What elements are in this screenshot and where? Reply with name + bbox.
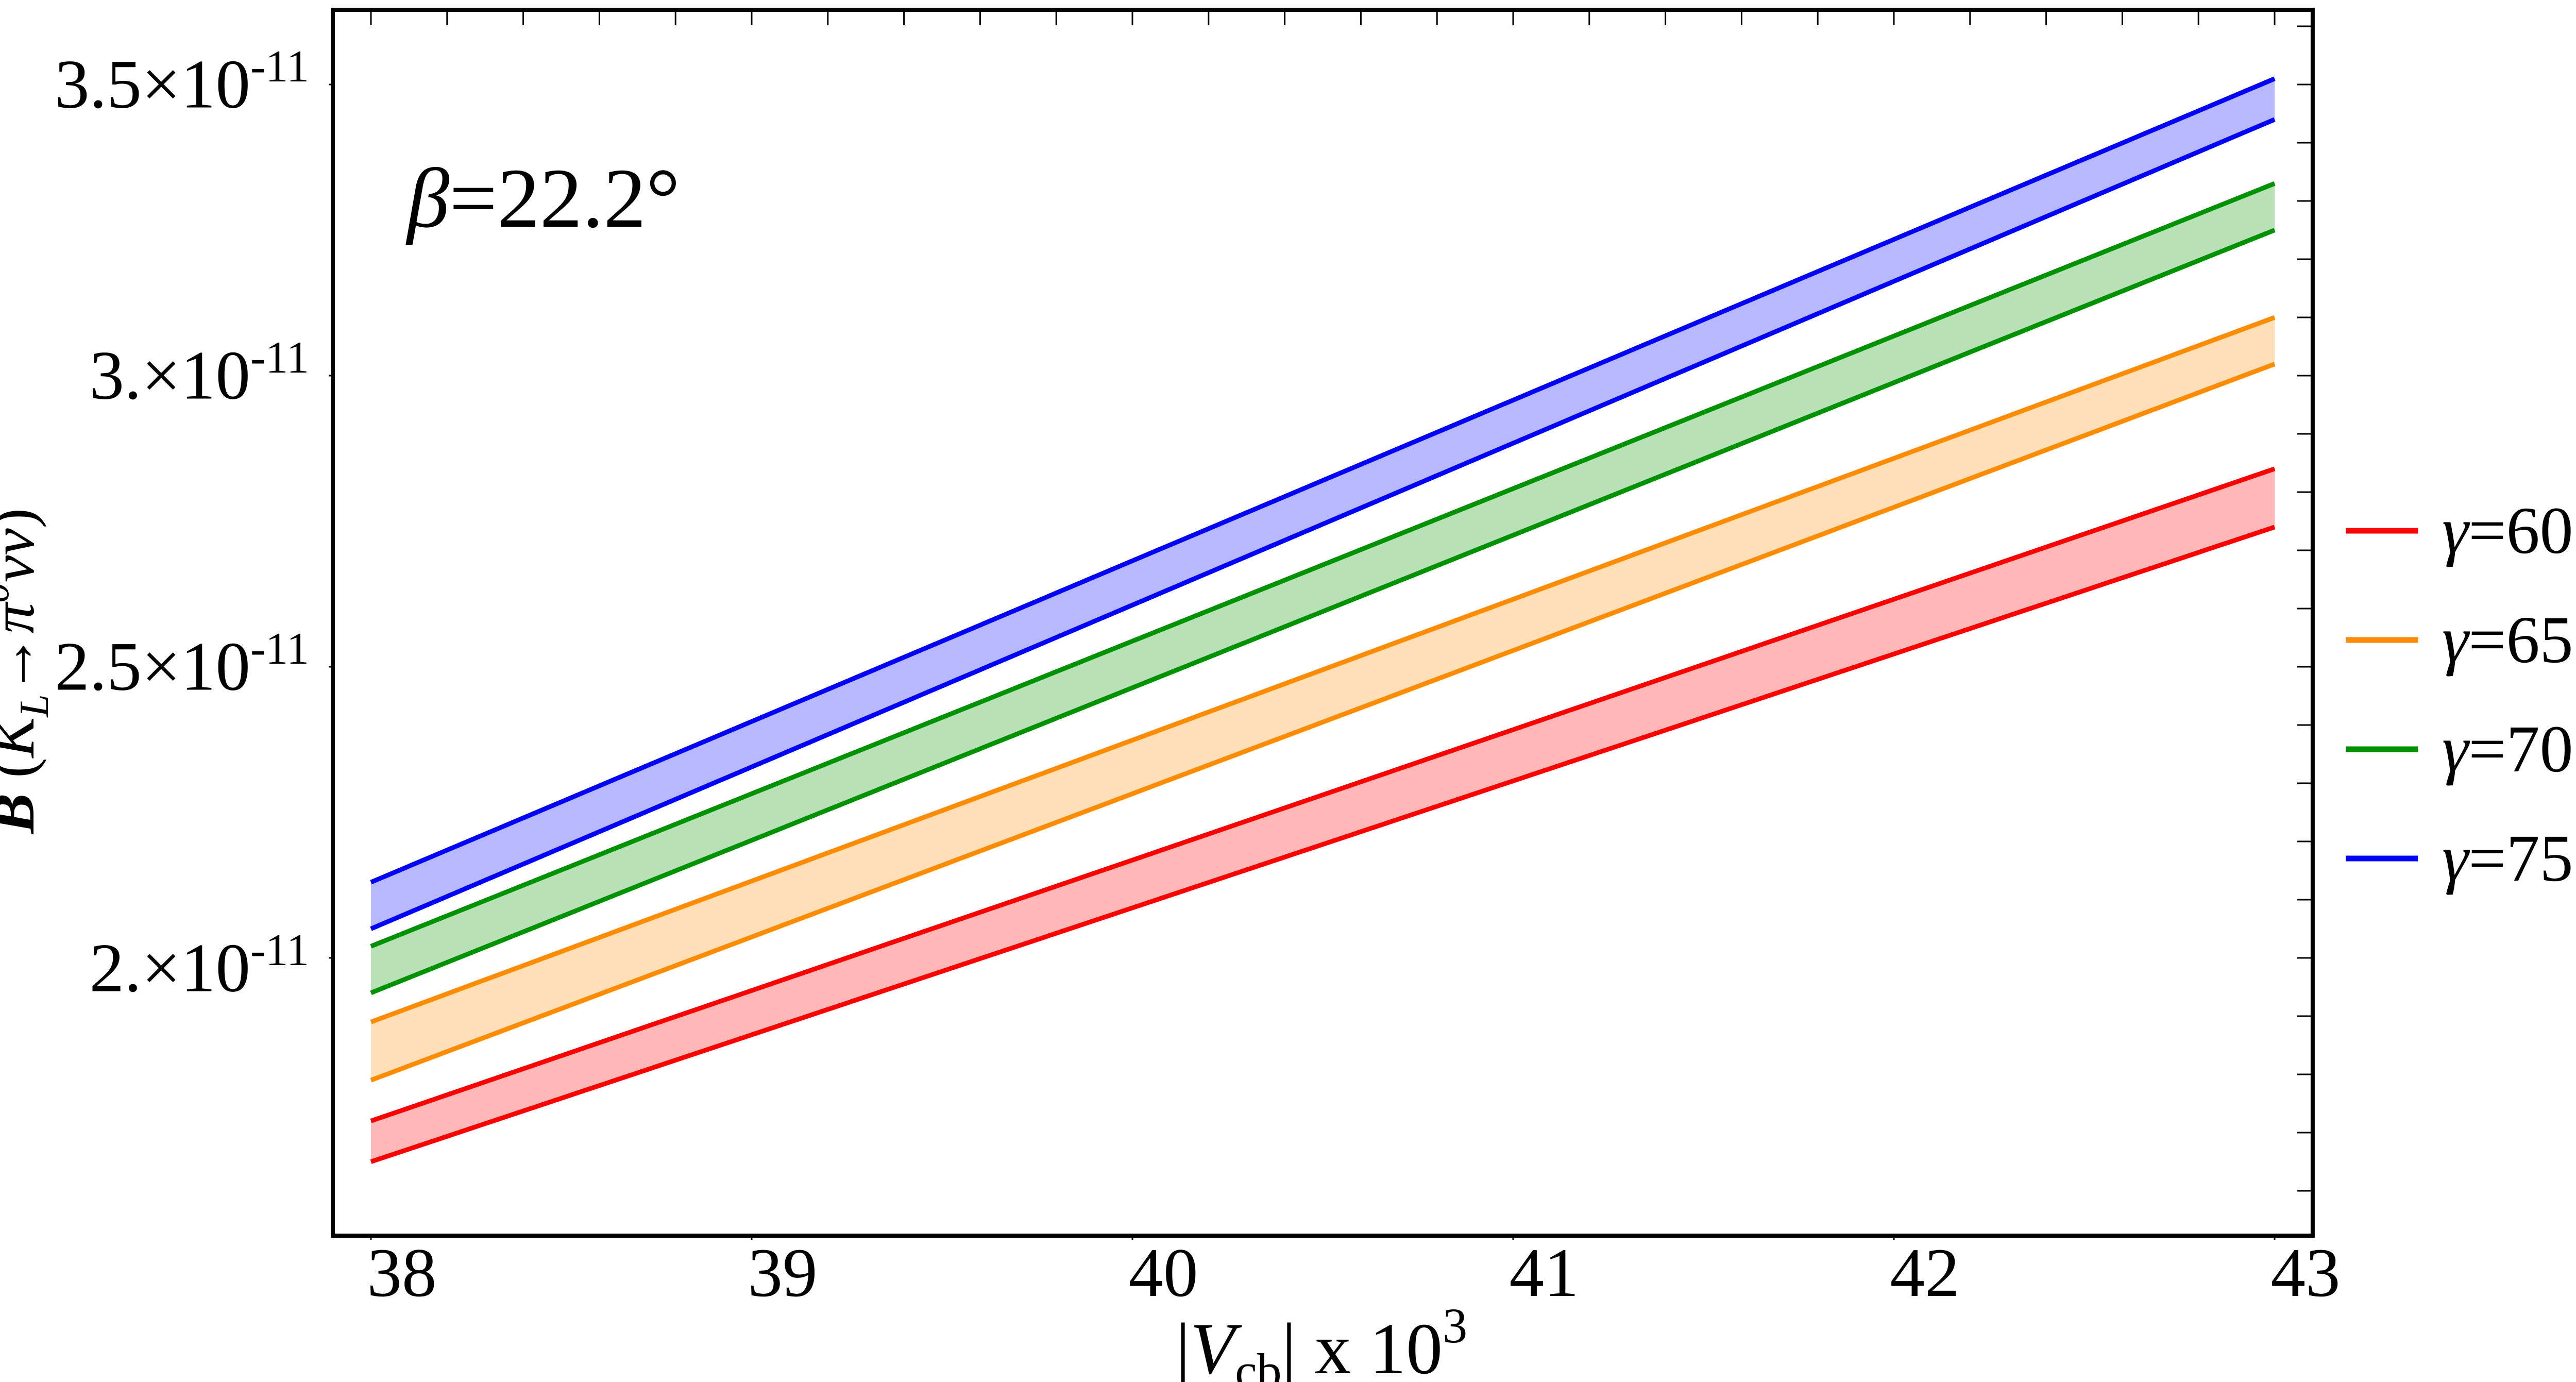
- svg-text:β=22.2°: β=22.2°: [405, 151, 680, 245]
- svg-text:γ=60°: γ=60°: [2442, 494, 2576, 568]
- svg-text:38: 38: [367, 1235, 437, 1311]
- svg-text:42: 42: [1890, 1235, 1960, 1311]
- svg-text:γ=65°: γ=65°: [2442, 603, 2576, 677]
- svg-text:43: 43: [2271, 1235, 2341, 1311]
- svg-text:γ=75°: γ=75°: [2442, 821, 2576, 896]
- svg-text:41: 41: [1510, 1235, 1579, 1311]
- svg-text:39: 39: [748, 1235, 818, 1311]
- svg-text:γ=70°: γ=70°: [2442, 712, 2576, 786]
- svg-text:40: 40: [1129, 1235, 1198, 1311]
- svg-text:|Vcb| x 103: |Vcb| x 103: [1176, 1298, 1467, 1382]
